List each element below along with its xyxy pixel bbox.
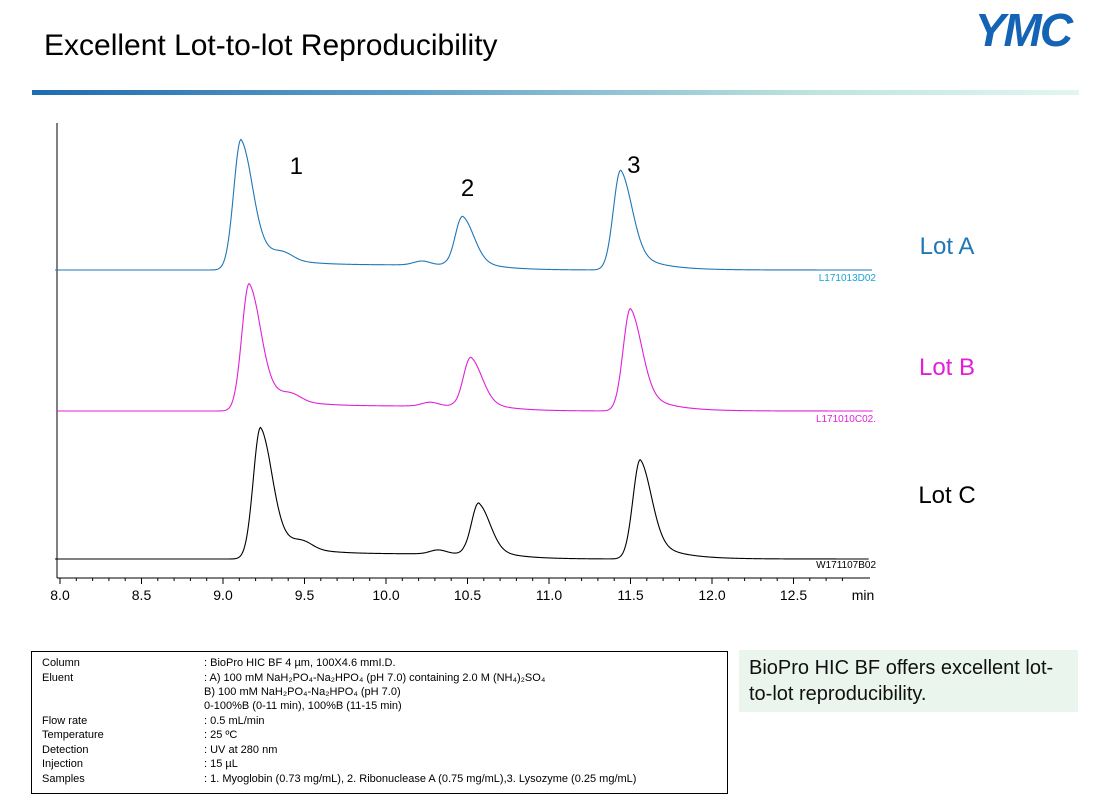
peak-number-label: 2 [461,175,474,202]
logo-text: YMC [975,6,1074,52]
x-tick-label: 12.0 [698,587,725,603]
chromatogram-chart: 8.0 8.5 9.0 9.5 10.0 10.5 11.0 11.5 12.0 12.5 min … [50,123,976,603]
x-axis: 8.0 8.5 9.0 9.5 10.0 10.5 11.0 11.5 12.0 12.5 min [50,123,874,603]
series-line [55,138,872,271]
condition-value: B) 100 mM NaH₂PO₄-Na₂HPO₄ (pH 7.0) [204,686,401,698]
series-label: Lot A [920,233,975,260]
condition-value: : 25 ºC [204,729,238,741]
ymc-logo: YMC [975,6,1076,52]
condition-value: : 15 µL [204,758,238,770]
condition-value: : 0.5 mL/min [204,715,265,727]
file-id-label: L171010C02. [816,414,876,425]
peak-number-label: 3 [627,152,640,179]
condition-value: 0-100%B (0-11 min), 100%B (11-15 min) [204,700,402,712]
x-tick-label: 10.0 [372,587,399,603]
page-title: Excellent Lot-to-lot Reproducibility [44,29,498,62]
x-tick-label: 9.5 [295,587,315,603]
condition-label: Eluent [42,672,74,684]
x-tick-label: 12.5 [780,587,807,603]
series-line [55,426,869,560]
x-tick-label: 8.5 [132,587,152,603]
traces [55,138,873,560]
x-tick-label: 8.0 [50,587,70,603]
series-label: Lot B [919,354,975,381]
x-tick-label: 11.0 [536,587,562,603]
series-line [57,283,873,412]
x-tick-label: 10.5 [454,587,481,603]
condition-label: Samples [42,773,85,785]
series-label: Lot C [918,482,975,509]
x-axis-unit: min [852,587,875,603]
conditions-table: Column : BioPro HIC BF 4 µm, 100X4.6 mmI… [31,651,728,794]
header-divider [32,90,1079,95]
condition-value: : UV at 280 nm [204,744,278,756]
condition-label: Column [42,657,80,669]
file-id-label: W171107B02 [816,560,876,571]
summary-callout: BioPro HIC BF offers excellent lot-to-lo… [739,650,1078,712]
x-tick-label: 9.0 [213,587,233,603]
condition-label: Detection [42,744,89,756]
peak-number-label: 1 [290,153,303,180]
condition-value: : BioPro HIC BF 4 µm, 100X4.6 mmI.D. [204,657,396,669]
chart-labels: Lot A L171013D02 Lot B L171010C02. Lot C W171… [290,152,976,571]
condition-label: Temperature [42,729,104,741]
condition-value: : A) 100 mM NaH₂PO₄-Na₂HPO₄ (pH 7.0) con… [204,672,546,684]
condition-label: Flow rate [42,715,88,727]
condition-label: Injection [42,758,83,770]
condition-value: : 1. Myoglobin (0.73 mg/mL), 2. Ribonucl… [204,773,637,785]
file-id-label: L171013D02 [819,273,877,284]
x-tick-label: 11.5 [617,587,643,603]
